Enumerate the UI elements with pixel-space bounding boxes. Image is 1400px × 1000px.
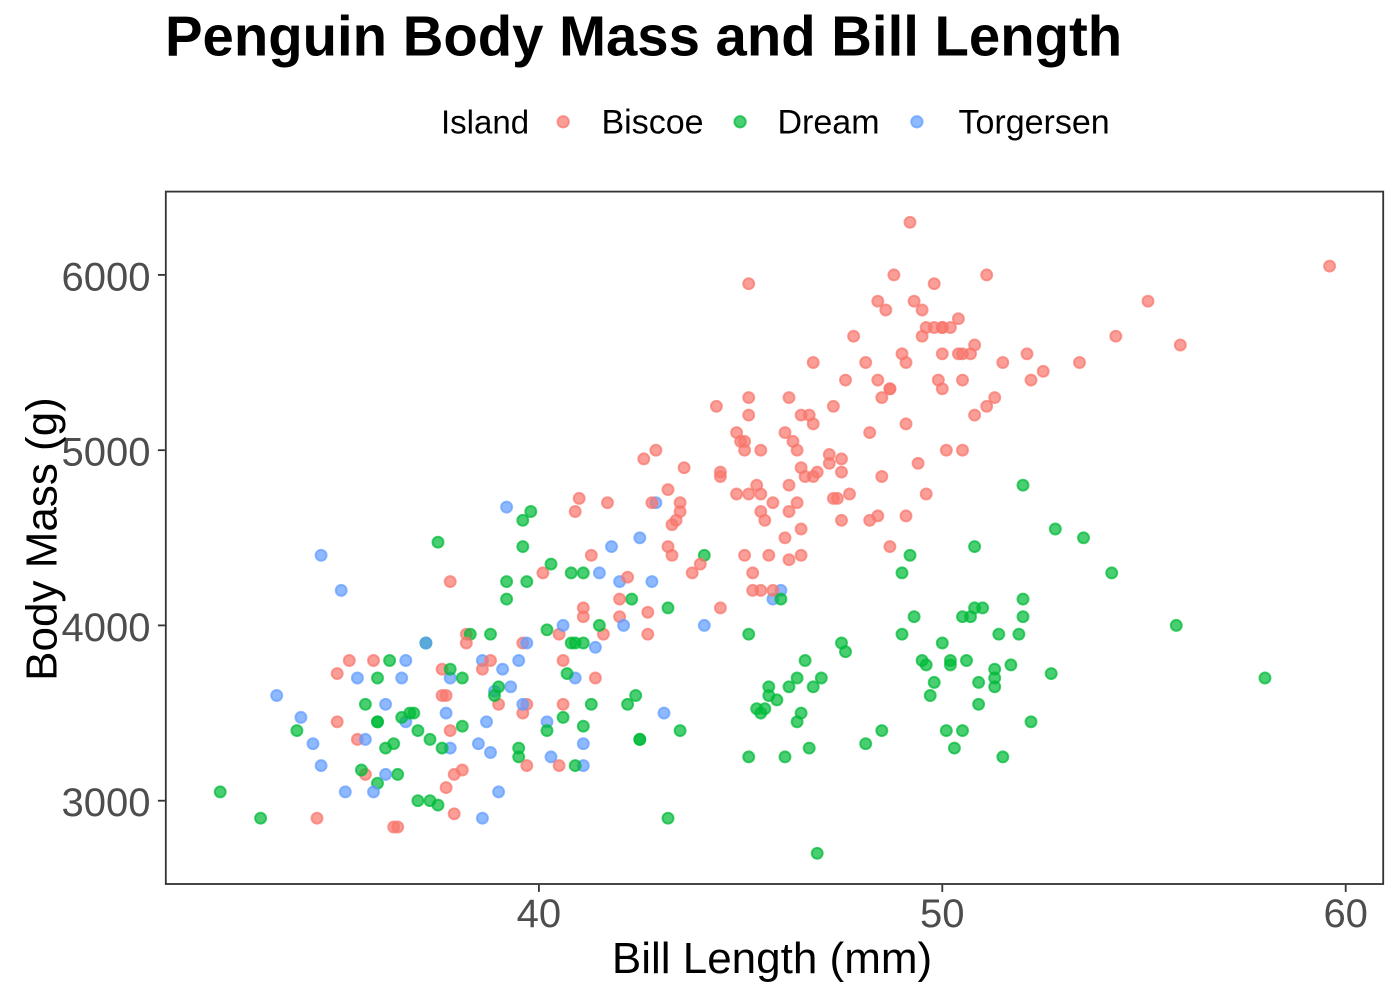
svg-text:50: 50 <box>920 892 965 936</box>
svg-text:3000: 3000 <box>62 781 151 825</box>
svg-text:5000: 5000 <box>62 431 151 475</box>
svg-text:60: 60 <box>1323 892 1368 936</box>
svg-text:Island: Island <box>441 104 529 141</box>
svg-text:4000: 4000 <box>62 606 151 650</box>
svg-text:Biscoe: Biscoe <box>602 104 704 142</box>
svg-text:Body Mass (g): Body Mass (g) <box>18 397 67 681</box>
svg-text:Penguin Body Mass and Bill Len: Penguin Body Mass and Bill Length <box>165 5 1122 68</box>
svg-text:6000: 6000 <box>62 255 151 299</box>
svg-text:Dream: Dream <box>778 104 880 142</box>
svg-text:Torgersen: Torgersen <box>959 104 1110 142</box>
svg-text:40: 40 <box>517 892 562 936</box>
svg-text:Bill Length (mm): Bill Length (mm) <box>612 934 932 983</box>
